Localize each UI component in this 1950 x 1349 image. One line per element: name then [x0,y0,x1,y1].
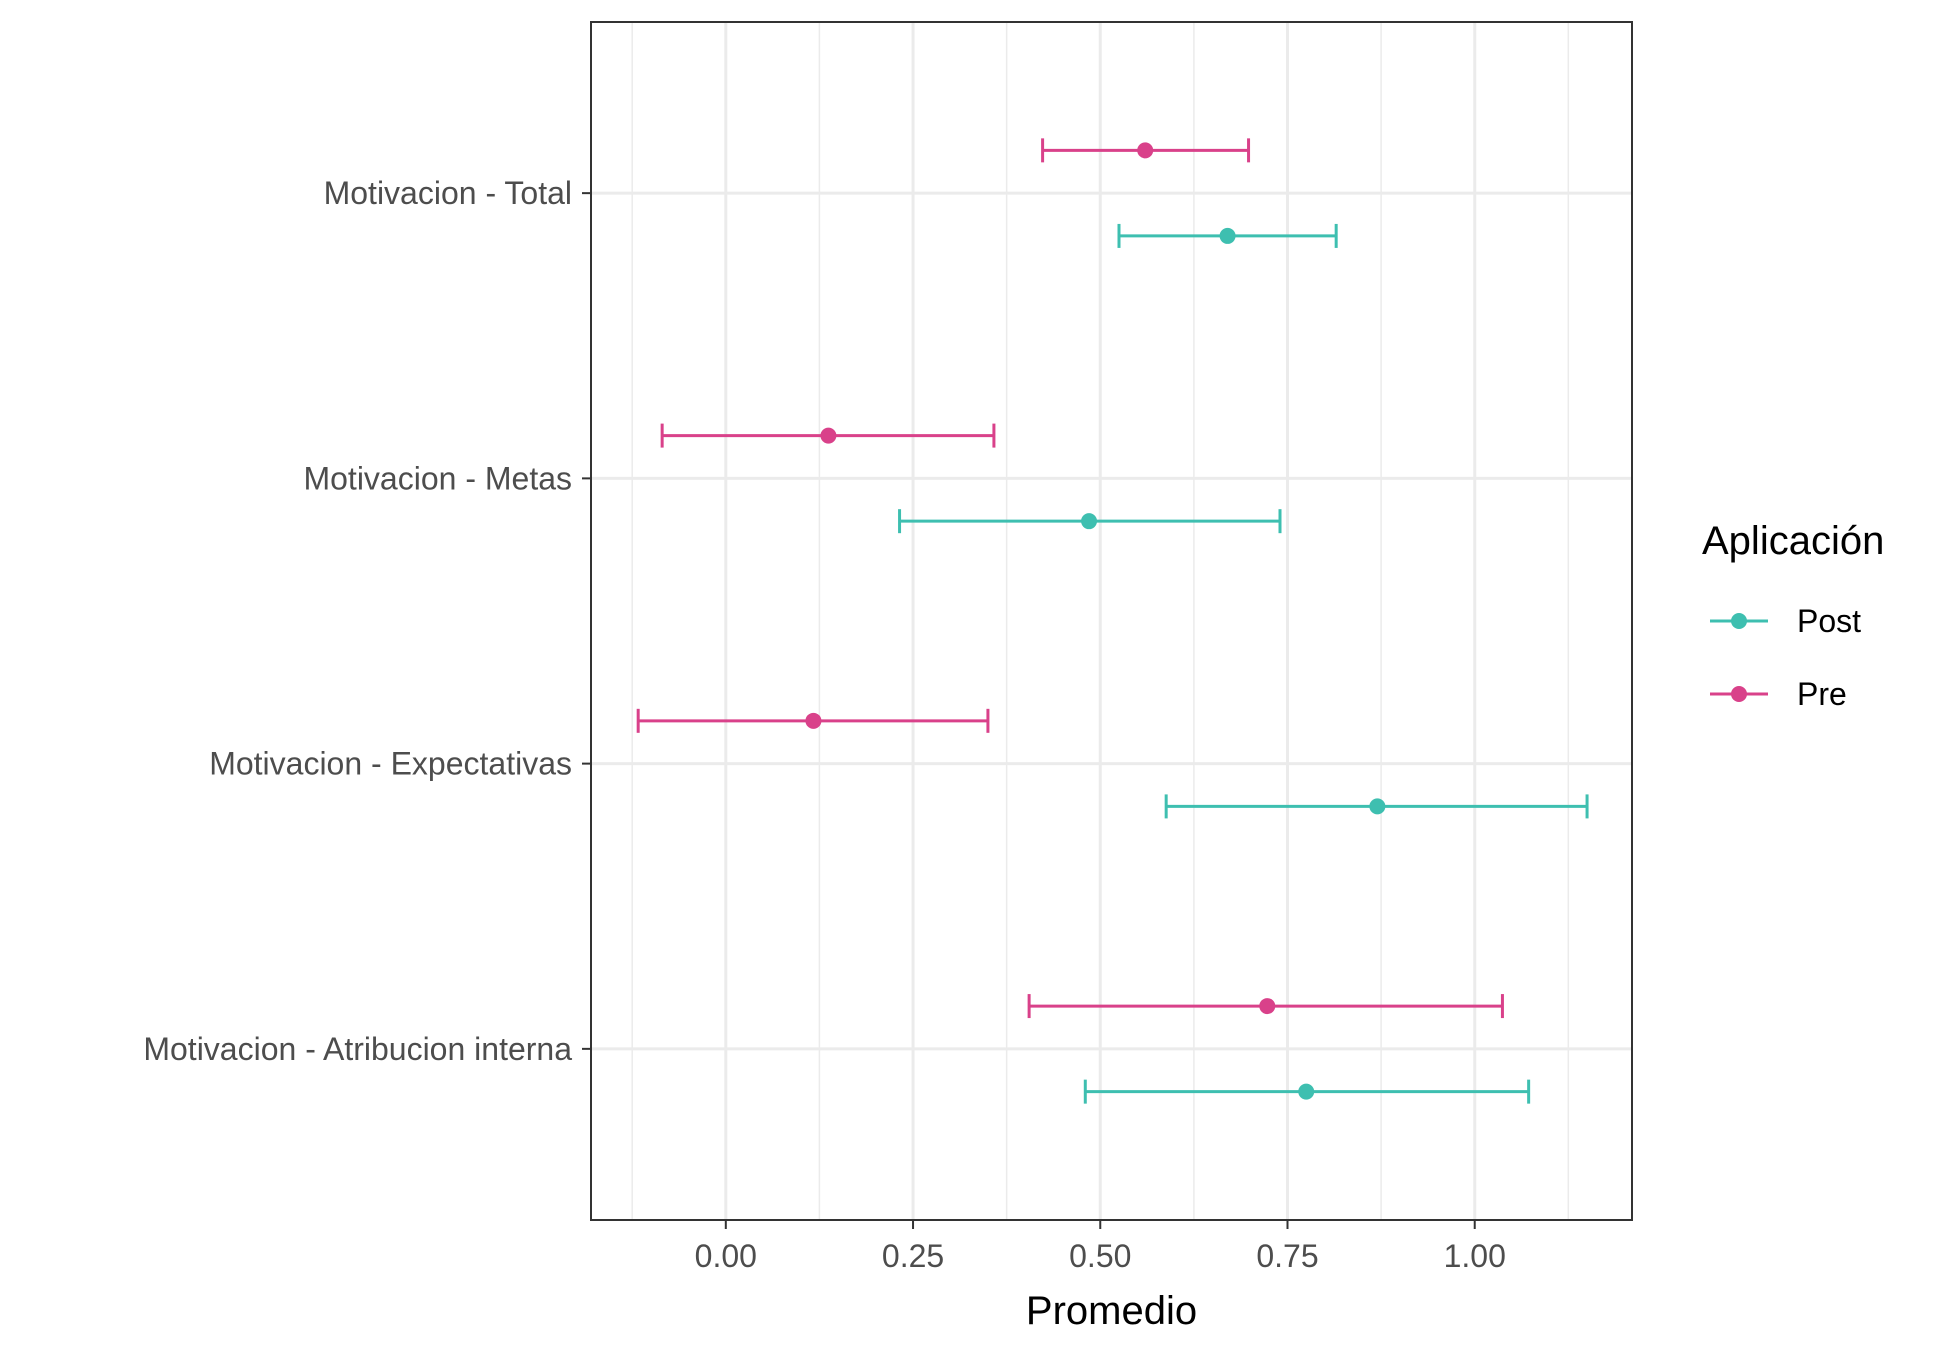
category-label: Motivacion - Expectativas [209,746,572,782]
legend-title: Aplicación [1702,519,1884,563]
mean-point [1298,1083,1315,1100]
mean-point [805,712,822,729]
mean-point [820,427,837,444]
legend: Aplicación Post Pre [1702,519,1884,712]
legend-item-pre: Pre [1710,676,1847,712]
x-tick-label: 0.75 [1256,1238,1318,1274]
mean-point [1219,227,1236,244]
errorbar-pre [1041,138,1251,163]
errorbar-pre [660,423,996,448]
errorbar-post [1083,1079,1531,1104]
errorbar-post [898,509,1282,534]
x-tick-label: 1.00 [1444,1238,1506,1274]
legend-key-point [1731,613,1747,629]
mean-point [1259,998,1276,1015]
errorbar-pre [1027,994,1504,1019]
errorbar-post [1164,794,1589,819]
error-bars [636,138,1589,1104]
gridlines [591,22,1632,1220]
x-axis-title: Promedio [1026,1289,1197,1333]
legend-item-post: Post [1710,603,1861,639]
category-label: Motivacion - Atribucion interna [143,1031,572,1067]
x-tick-label: 0.00 [695,1238,757,1274]
legend-key-point [1731,686,1747,702]
plot-panel-border [590,21,1633,1221]
mean-point [1369,798,1386,815]
x-tick-label: 0.50 [1069,1238,1131,1274]
category-label: Motivacion - Total [324,175,572,211]
category-label: Motivacion - Metas [303,460,572,496]
errorbar-pre [636,708,990,733]
errorbar-post [1117,223,1338,248]
mean-point [1081,513,1098,530]
x-tick-label: 0.25 [882,1238,944,1274]
legend-label: Pre [1797,676,1847,712]
mean-point [1137,142,1154,159]
legend-label: Post [1797,603,1861,639]
axes: 0.00 0.25 0.50 0.75 1.00 Motivacion - Total Mo… [143,175,1506,1274]
